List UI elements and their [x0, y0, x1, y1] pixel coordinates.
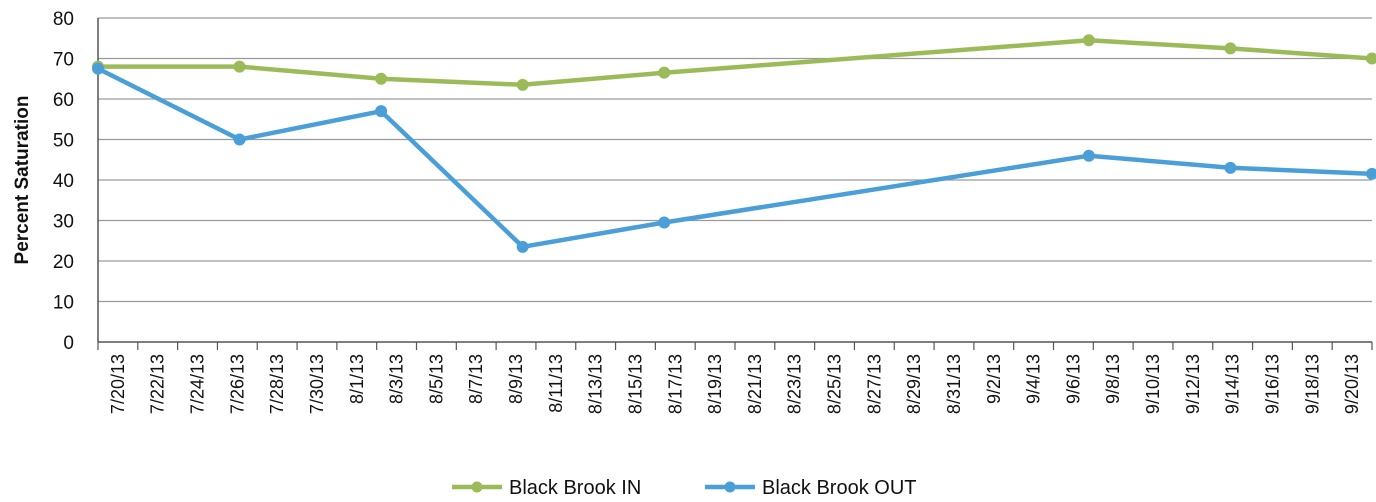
data-point	[1366, 52, 1376, 65]
data-point	[516, 78, 529, 91]
x-tick-label: 9/18/13	[1302, 354, 1322, 414]
x-tick-label: 7/24/13	[188, 354, 208, 414]
data-point	[375, 105, 388, 118]
y-tick-label: 70	[53, 50, 74, 71]
series-line	[95, 66, 1375, 250]
legend-marker	[471, 481, 483, 493]
x-tick-label: 7/26/13	[227, 354, 247, 414]
data-point	[658, 66, 671, 79]
x-tick-label: 8/27/13	[864, 354, 884, 414]
grid-lines	[98, 17, 1372, 303]
x-tick-label: 8/25/13	[825, 354, 845, 414]
data-point	[1082, 34, 1095, 47]
data-point	[1366, 167, 1376, 180]
x-tick-labels: 7/20/13 7/22/13 7/24/13 7/26/13 7/28/13 7/30/…	[108, 354, 1362, 414]
data-point	[92, 62, 104, 75]
x-tick-label: 7/20/13	[108, 354, 128, 414]
legend-label: Black Brook OUT	[762, 477, 916, 499]
data-point	[375, 72, 388, 85]
x-tick-label: 7/30/13	[307, 354, 327, 414]
y-tick-label: 60	[53, 90, 74, 111]
x-tick-label: 8/7/13	[466, 354, 486, 404]
x-tick-label: 8/9/13	[506, 354, 526, 404]
x-tick-label: 9/10/13	[1143, 354, 1163, 414]
x-tick-label: 8/1/13	[347, 354, 367, 404]
x-tick-label: 8/31/13	[944, 354, 964, 414]
x-tick-label: 8/17/13	[665, 354, 685, 414]
y-axis-label: Percent Saturation	[12, 96, 33, 265]
x-tick-label: 8/19/13	[705, 354, 725, 414]
legend: Black Brook IN Black Brook OUT	[452, 477, 916, 499]
data-point	[516, 240, 529, 253]
x-tick-label: 8/3/13	[387, 354, 407, 404]
legend-item: Black Brook IN	[452, 477, 641, 499]
y-tick-label: 80	[53, 9, 74, 30]
x-tick-label: 8/23/13	[785, 354, 805, 414]
x-tick-label: 9/4/13	[1024, 354, 1044, 404]
x-tick-label: 7/28/13	[267, 354, 287, 414]
y-tick-label: 20	[53, 252, 74, 273]
y-tick-label: 50	[53, 131, 74, 152]
data-point	[233, 60, 246, 73]
axes	[97, 18, 1373, 350]
x-tick-label: 9/2/13	[984, 354, 1004, 404]
x-tick-label: 8/21/13	[745, 354, 765, 414]
x-tick-label: 7/22/13	[148, 354, 168, 414]
x-tick-label: 8/11/13	[546, 354, 566, 413]
x-tick-label: 9/16/13	[1262, 354, 1282, 414]
series-group	[92, 34, 1376, 253]
y-tick-label: 30	[53, 212, 74, 233]
x-tick-label: 9/14/13	[1223, 354, 1243, 414]
data-point	[233, 133, 246, 146]
legend-label: Black Brook IN	[509, 477, 641, 499]
data-point	[1224, 42, 1237, 55]
x-tick-label: 8/29/13	[904, 354, 924, 414]
series-2	[92, 62, 1376, 253]
y-tick-label: 40	[53, 171, 74, 192]
y-tick-label: 10	[53, 293, 74, 314]
x-tick-label: 9/12/13	[1183, 354, 1203, 414]
legend-marker	[724, 481, 736, 493]
x-tick-label: 9/8/13	[1103, 354, 1123, 404]
data-point	[658, 216, 671, 229]
x-tick-label: 8/13/13	[586, 354, 606, 414]
x-tick-label: 9/6/13	[1063, 354, 1083, 404]
series-1	[92, 34, 1376, 91]
x-tick-label: 9/20/13	[1342, 354, 1362, 414]
data-point	[1082, 149, 1095, 162]
series-line	[95, 38, 1375, 88]
data-point	[1224, 161, 1237, 174]
x-tick-label: 8/15/13	[625, 354, 645, 414]
x-tick-label: 8/5/13	[426, 354, 446, 404]
legend-item: Black Brook OUT	[705, 477, 916, 499]
y-tick-label: 0	[63, 333, 74, 354]
y-tick-labels: 0 10 20 30 40 50 60 70 80	[53, 9, 74, 354]
